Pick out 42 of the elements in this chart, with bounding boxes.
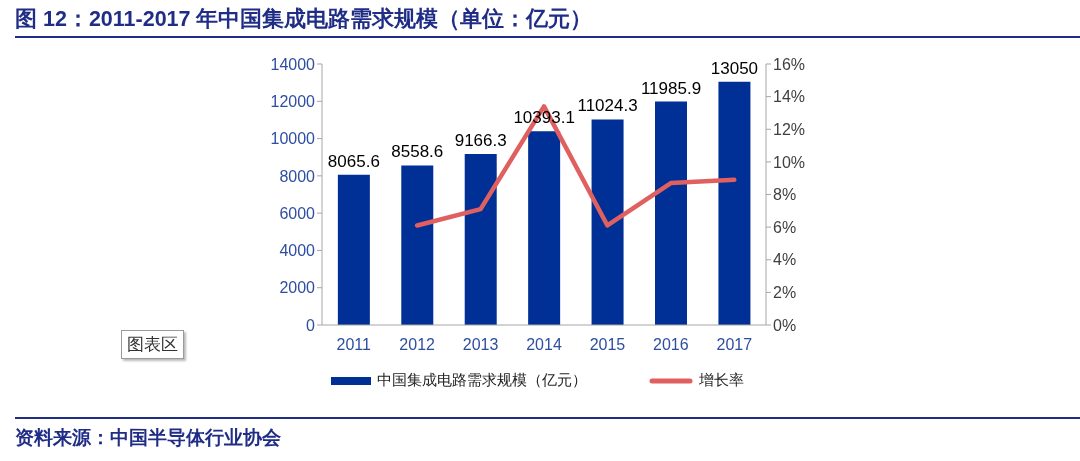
bar xyxy=(464,154,497,325)
y-tick-label: 2000 xyxy=(279,279,316,297)
y2-tick-label: 6% xyxy=(773,218,797,236)
bar xyxy=(655,101,687,325)
legend-label: 增长率 xyxy=(698,371,744,390)
data-label: 13050 xyxy=(710,58,759,78)
x-tick-label: 2013 xyxy=(462,336,499,354)
text: 图表区 xyxy=(121,330,184,359)
bar xyxy=(528,131,561,325)
chart-title: 图 12：2011-2017 年中国集成电路需求规模（单位：亿元） xyxy=(15,6,593,33)
data-label: 8065.6 xyxy=(327,151,380,171)
y2-tick-label: 2% xyxy=(773,284,797,302)
y-tick-label: 6000 xyxy=(279,204,316,222)
data-label: 8558.6 xyxy=(391,142,444,162)
data-label: 11985.9 xyxy=(640,78,702,98)
legend-label: 中国集成电路需求规模（亿元） xyxy=(376,371,587,390)
x-tick-label: 2016 xyxy=(653,336,689,354)
bar xyxy=(718,81,751,325)
y-tick-label: 10000 xyxy=(270,130,316,148)
x-tick-label: 2015 xyxy=(589,336,626,354)
x-tick-label: 2011 xyxy=(336,336,372,354)
y2-tick-label: 0% xyxy=(773,316,797,334)
y2-tick-label: 10% xyxy=(773,153,806,171)
data-label: 9166.3 xyxy=(454,131,507,151)
x-tick-label: 2012 xyxy=(399,336,436,354)
y-tick-label: 8000 xyxy=(279,167,316,185)
y-tick-label: 14000 xyxy=(270,55,316,73)
bar xyxy=(337,174,370,325)
y-tick-label: 0 xyxy=(306,316,316,334)
y2-tick-label: 4% xyxy=(773,251,797,269)
x-tick-label: 2017 xyxy=(716,336,753,354)
y-tick-label: 12000 xyxy=(270,92,316,110)
y2-tick-label: 14% xyxy=(773,88,806,106)
y-tick-label: 4000 xyxy=(279,242,316,260)
text: 资料来源：中国半导体行业协会 xyxy=(15,426,281,450)
y2-tick-label: 12% xyxy=(773,120,806,138)
bar xyxy=(591,119,624,325)
x-tick-label: 2014 xyxy=(526,336,562,354)
bar xyxy=(401,165,434,325)
data-label: 11024.3 xyxy=(577,96,638,116)
y2-tick-label: 8% xyxy=(773,186,797,204)
y2-tick-label: 16% xyxy=(773,55,806,73)
